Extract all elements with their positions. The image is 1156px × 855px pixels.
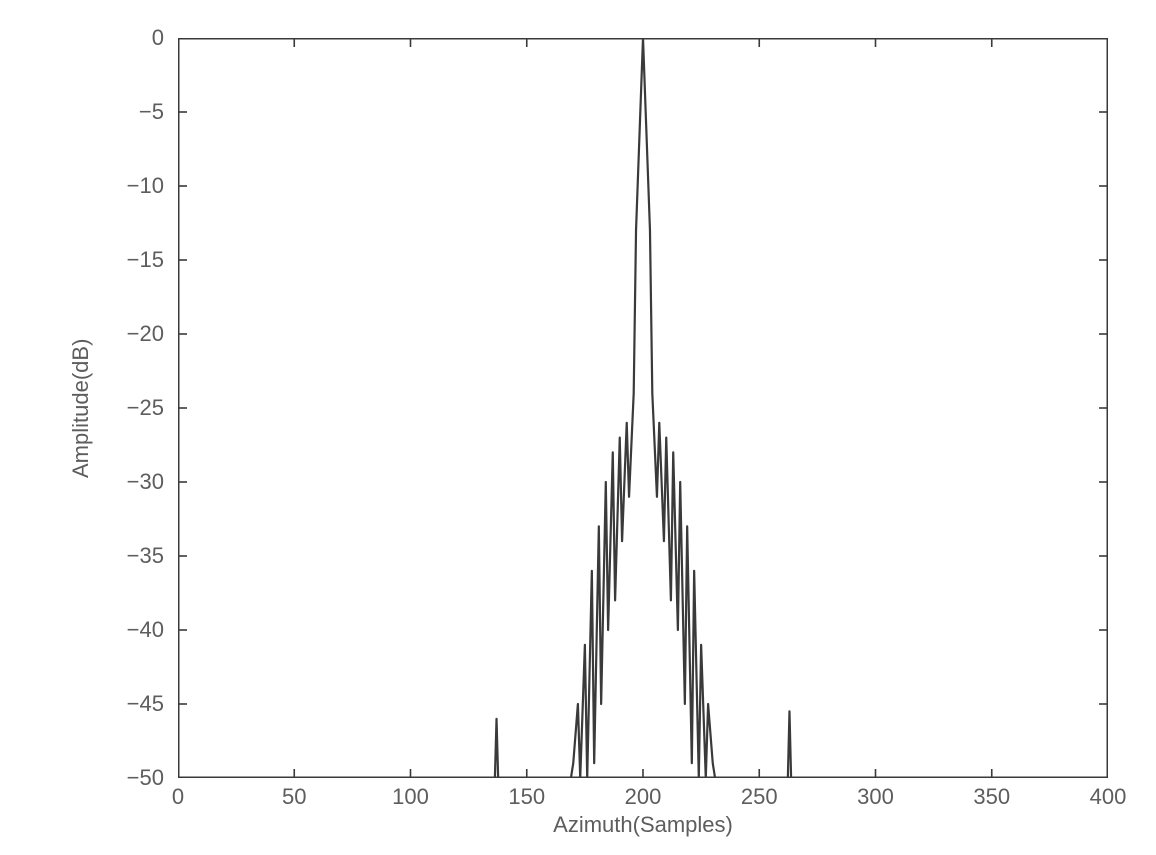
y-tick-label: −45 [127,691,164,717]
y-tick-label: −5 [139,99,164,125]
x-tick-label: 350 [973,784,1010,810]
x-tick-label: 0 [172,784,184,810]
plot-area [178,38,1108,778]
y-tick-label: −50 [127,765,164,791]
y-tick-label: −15 [127,247,164,273]
x-tick-label: 250 [741,784,778,810]
y-tick-label: −35 [127,543,164,569]
plot-svg [178,38,1108,778]
x-tick-label: 200 [625,784,662,810]
chart-figure: Amplitude(dB) Azimuth(Samples) 0 50 100 150… [0,0,1156,855]
y-axis-label: Amplitude(dB) [68,338,94,477]
x-tick-label: 300 [857,784,894,810]
x-axis-label: Azimuth(Samples) [553,812,733,838]
y-tick-label: −40 [127,617,164,643]
y-tick-label: −20 [127,321,164,347]
x-tick-label: 50 [282,784,306,810]
y-tick-label: −10 [127,173,164,199]
x-tick-label: 400 [1090,784,1127,810]
x-tick-label: 150 [508,784,545,810]
x-tick-label: 100 [392,784,429,810]
y-tick-label: −25 [127,395,164,421]
y-tick-label: 0 [152,25,164,51]
y-tick-label: −30 [127,469,164,495]
